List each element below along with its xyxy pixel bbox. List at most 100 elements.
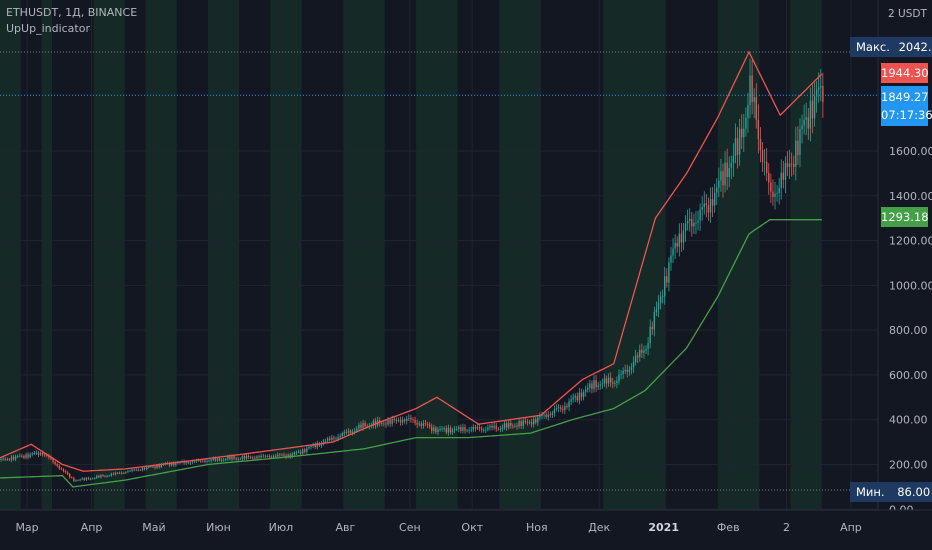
candle-body [121,472,123,474]
candle-body [557,407,560,409]
price-tick-label: 1200.00 [889,235,932,248]
candle-body [528,422,531,423]
candle-body [776,192,778,194]
candle-body [243,456,246,459]
candle-body [813,96,816,119]
candle-body [480,428,483,431]
candle-body [616,381,618,384]
candle-body [805,117,807,120]
candle-body [636,355,639,358]
candle-body [399,420,402,423]
candle-body [210,459,212,461]
candle-body [241,456,244,459]
candle-body [643,350,645,353]
candle-body [408,417,410,419]
candle-body [551,412,554,415]
candle-body [206,460,208,462]
candle-body [19,455,21,457]
background-band [124,0,146,510]
candle-body [612,382,614,384]
candle-body [535,419,537,423]
candle-body [110,473,113,476]
candle-body [12,456,15,460]
candle-body [713,192,716,206]
candle-body [564,405,566,411]
candle-body [774,193,776,197]
candle-body [580,392,583,398]
candle-body [266,456,269,457]
candle-body [420,423,423,426]
candle-body [148,466,150,468]
candle-body [605,378,608,384]
candle-body [541,415,543,417]
candle-body [614,383,616,384]
candle-body [270,456,273,458]
candle-body [322,441,325,444]
candle-body [728,167,730,177]
candle-body [593,380,595,390]
time-tick-label: Июн [206,521,231,534]
candle-body [141,467,144,471]
candle-body [412,419,414,421]
candle-body [786,163,789,167]
candle-body [279,454,281,456]
candle-body [39,452,42,455]
indicator-title[interactable]: UpUp_indicator [6,22,90,35]
candle-body [674,242,676,249]
candle-body [447,427,450,433]
candle-body [797,140,799,156]
candle-body [449,427,452,433]
candle-body [699,209,701,221]
candle-body [701,207,703,210]
candle-body [258,456,260,458]
candle-body [734,138,737,156]
symbol-title[interactable]: ETHUSDT, 1Д, BINANCE [6,6,138,19]
candle-body [532,419,535,425]
candle-body [445,428,447,433]
candle-body [680,233,683,243]
candle-body [801,125,803,130]
candle-body [518,421,520,427]
candle-body [522,420,524,427]
candle-body [222,459,225,461]
candle-body [91,478,94,480]
candle-body [335,438,337,440]
candle-body [772,191,774,197]
candle-body [295,452,298,453]
candle-body [753,97,755,102]
candle-body [401,419,404,423]
candle-body [29,454,31,458]
candle-body [628,369,631,372]
candle-body [297,451,300,453]
candle-body [383,423,385,425]
candle-body [460,427,462,431]
candle-body [537,417,539,423]
candle-body [125,471,127,473]
candle-body [314,444,316,448]
candle-body [476,427,479,429]
candle-body [235,458,237,460]
candle-body [455,429,458,430]
candle-body [272,455,275,457]
candle-body [260,455,262,458]
candle-body [168,463,171,466]
candle-body [587,387,589,390]
background-band [52,0,94,510]
candle-body [6,459,8,460]
candle-body [530,422,533,425]
price-unit-label: 2 USDT [888,8,927,20]
candle-body [661,296,664,298]
candle-body [293,452,296,455]
candle-body [462,427,464,431]
candle-body [362,423,364,428]
candle-body [657,302,660,310]
candle-body [71,477,73,479]
candle-body [337,436,339,439]
candle-body [87,477,90,480]
candle-body [281,454,283,456]
candle-body [597,385,599,387]
candle-body [664,276,666,297]
candle-body [788,163,791,167]
price-tick-label: 600.00 [889,369,928,382]
